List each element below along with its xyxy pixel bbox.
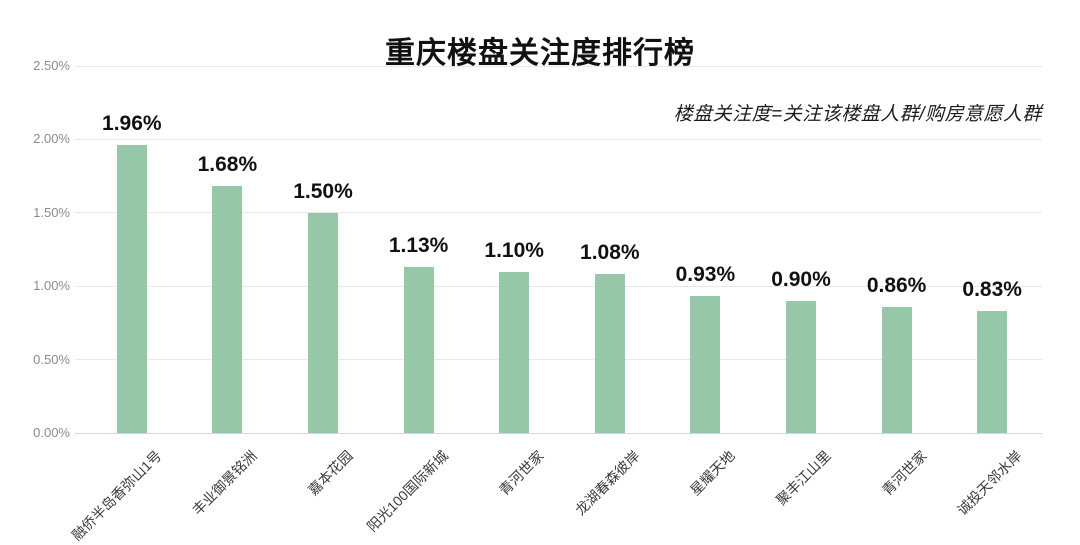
bar-value-label: 1.68% (197, 153, 258, 177)
bar (594, 274, 625, 433)
bar-value-label: 1.08% (580, 241, 640, 265)
category-label: 青河世家 (878, 447, 930, 499)
bar-value-label: 1.96% (102, 112, 162, 136)
category-label: 诚投天邻水岸 (954, 447, 1025, 519)
bar-value-label: 0.83% (962, 278, 1022, 302)
y-tick-label: 2.00% (33, 131, 70, 147)
bar-value-label: 1.50% (293, 179, 353, 203)
bar-value-label: 0.86% (866, 273, 927, 297)
bar-value-label: 1.10% (484, 238, 544, 262)
bar (786, 300, 816, 433)
category-label: 聚丰江山里 (772, 447, 834, 509)
category-label: 阳光100国际新城 (364, 447, 452, 535)
category-label: 龙湖春森彼岸 (571, 447, 643, 519)
y-tick-label: 0.00% (33, 425, 70, 440)
y-tick-label: 1.50% (33, 204, 70, 220)
y-tick-label: 2.50% (33, 58, 70, 73)
gridline (75, 65, 1042, 67)
gridline (75, 212, 1042, 214)
bar (977, 311, 1008, 433)
bar (403, 267, 434, 433)
bar (212, 186, 243, 433)
bar (881, 306, 912, 433)
category-label: 青河世家 (496, 447, 547, 499)
gridline (75, 285, 1042, 287)
category-label: 融侨半岛香弥山1号 (68, 447, 165, 544)
category-label: 丰业御景铭洲 (189, 447, 261, 519)
chart-title: 重庆楼盘关注度排行榜 (385, 37, 695, 70)
y-tick-label: 0.50% (33, 351, 70, 367)
bar (499, 271, 530, 433)
gridline (75, 432, 1042, 434)
bar (690, 296, 721, 433)
bar (116, 145, 147, 433)
gridline (75, 138, 1042, 140)
category-label: 星耀天地 (687, 447, 739, 499)
category-label: 嘉本花园 (304, 447, 356, 499)
bar-value-label: 1.13% (388, 234, 449, 258)
bar-value-label: 0.93% (675, 263, 736, 287)
gridline (75, 359, 1042, 361)
y-tick-label: 1.00% (33, 278, 70, 294)
bar-value-label: 0.90% (771, 267, 831, 291)
bar (308, 212, 338, 433)
chart-annotation: 楼盘关注度=关注该楼盘人群/购房意愿人群 (673, 104, 1042, 125)
